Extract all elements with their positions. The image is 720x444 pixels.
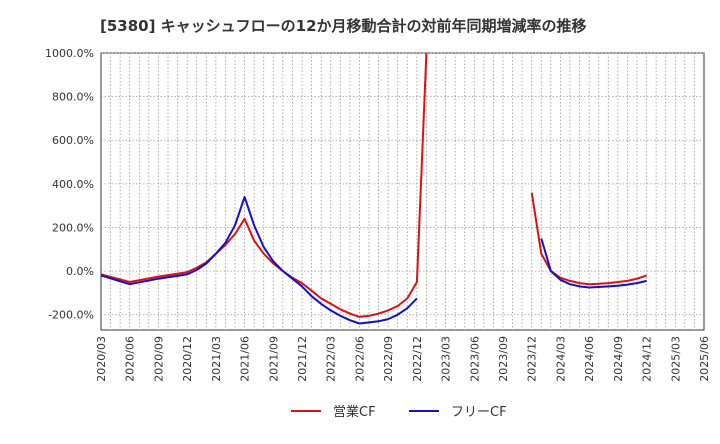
y-tick-label: 600.0% [52,134,94,147]
y-tick-label: 800.0% [52,91,94,104]
series-group [101,53,647,325]
x-tick-label: 2025/03 [669,336,682,382]
x-tick-label: 2024/09 [612,336,625,382]
x-tick-label: 2023/06 [468,336,481,382]
x-tick-label: 2021/06 [239,336,252,382]
legend-label: 営業CF [333,404,376,420]
x-tick-label: 2025/06 [698,336,711,382]
y-tick-label: 1000.0% [45,47,94,60]
x-tick-label: 2024/06 [583,336,596,382]
x-tick-label: 2023/09 [497,336,510,382]
x-tick-label: 2020/03 [95,336,108,382]
x-tick-label: 2020/12 [181,336,194,382]
x-tick-label: 2022/06 [353,336,366,382]
y-tick-label: 200.0% [52,221,94,234]
legend: 営業CF フリーCF [291,404,507,420]
y-tick-label: -200.0% [48,309,94,322]
x-tick-label: 2023/03 [440,336,453,382]
series-line-free-cf [101,196,418,325]
x-tick-label: 2024/03 [554,336,567,382]
x-tick-label: 2021/12 [296,336,309,382]
x-tick-label: 2020/06 [124,336,137,382]
x-tick-label: 2024/12 [641,336,654,382]
x-tick-label: 2023/12 [526,336,539,382]
x-tick-label: 2022/09 [382,336,395,382]
y-tick-label: 400.0% [52,178,94,191]
plot-area [100,52,705,331]
x-tick-label: 2021/03 [210,336,223,382]
x-tick-label: 2021/09 [267,336,280,382]
x-axis-ticks: 2020/03 2020/06 2020/09 2020/12 2021/03 2021/… [95,336,711,382]
y-tick-label: 0.0% [66,265,94,278]
x-tick-label: 2022/12 [411,336,424,382]
series-line-free-cf [540,238,647,289]
legend-label: フリーCF [451,405,507,420]
chart-title: [5380] キャッシュフローの12か月移動合計の対前年同期増減率の推移 [100,17,587,35]
x-tick-label: 2020/09 [152,336,165,382]
grid [101,52,704,330]
x-tick-label: 2022/03 [325,336,338,382]
y-axis-ticks: -200.0% 0.0% 200.0% 400.0% 600.0% 800.0% 1000.… [45,47,94,322]
